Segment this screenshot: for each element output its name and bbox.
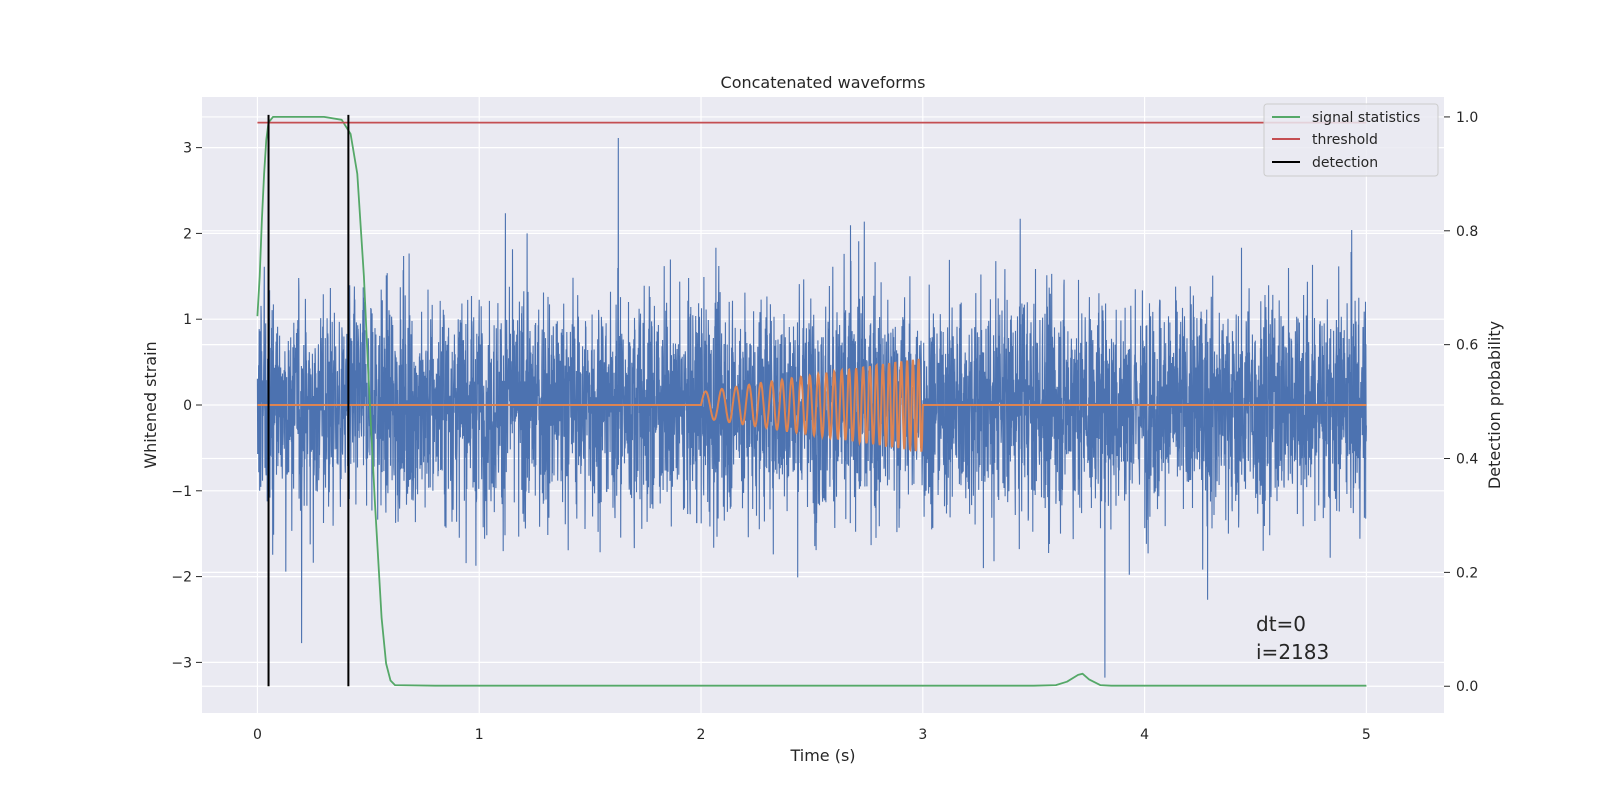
x-tick-label: 3 <box>918 727 927 743</box>
y-tick-label: 0 <box>183 398 192 414</box>
legend-label-threshold: threshold <box>1312 132 1378 148</box>
y2-tick-label: 1.0 <box>1456 110 1478 126</box>
strain-line <box>256 137 1367 678</box>
series-detection <box>267 114 350 687</box>
y-tick-label: 3 <box>183 141 192 157</box>
tick-labels: 0 1 2 3 4 5 −3 −2 −1 0 1 2 3 0.0 0.2 0.4 0.6 0.8 1.0 <box>171 110 1478 743</box>
y-tick-label: 2 <box>183 226 192 242</box>
annotation-dt: dt=0 <box>1256 612 1306 636</box>
y-tick-label: −1 <box>171 484 192 500</box>
series-strain <box>256 137 1367 678</box>
y2-tick-label: 0.0 <box>1456 679 1478 695</box>
y2-tick-label: 0.4 <box>1456 452 1478 468</box>
x-axis-label: Time (s) <box>789 746 855 765</box>
y-tick-label: −2 <box>171 570 192 586</box>
y-axis-label: Whitened strain <box>141 341 160 468</box>
y2-tick-label: 0.6 <box>1456 338 1478 354</box>
y2-tick-label: 0.2 <box>1456 565 1478 581</box>
y-tick-label: −3 <box>171 655 192 671</box>
template-line <box>257 358 1367 453</box>
y2-axis-label: Detection probability <box>1485 321 1504 489</box>
x-tick-label: 0 <box>253 727 262 743</box>
x-tick-label: 2 <box>697 727 706 743</box>
series-template <box>257 358 1367 453</box>
x-tick-label: 5 <box>1362 727 1371 743</box>
x-tick-label: 1 <box>475 727 484 743</box>
x-tick-label: 4 <box>1140 727 1149 743</box>
legend-box <box>1263 103 1439 177</box>
chart-title: Concatenated waveforms <box>721 73 926 92</box>
legend: signal statistics threshold detection <box>1263 103 1439 177</box>
annotation-i: i=2183 <box>1256 640 1329 664</box>
y-tick-label: 1 <box>183 312 192 328</box>
y2-tick-label: 0.8 <box>1456 224 1478 240</box>
legend-label-detection: detection <box>1312 155 1378 171</box>
legend-label-signal-statistics: signal statistics <box>1312 110 1420 126</box>
